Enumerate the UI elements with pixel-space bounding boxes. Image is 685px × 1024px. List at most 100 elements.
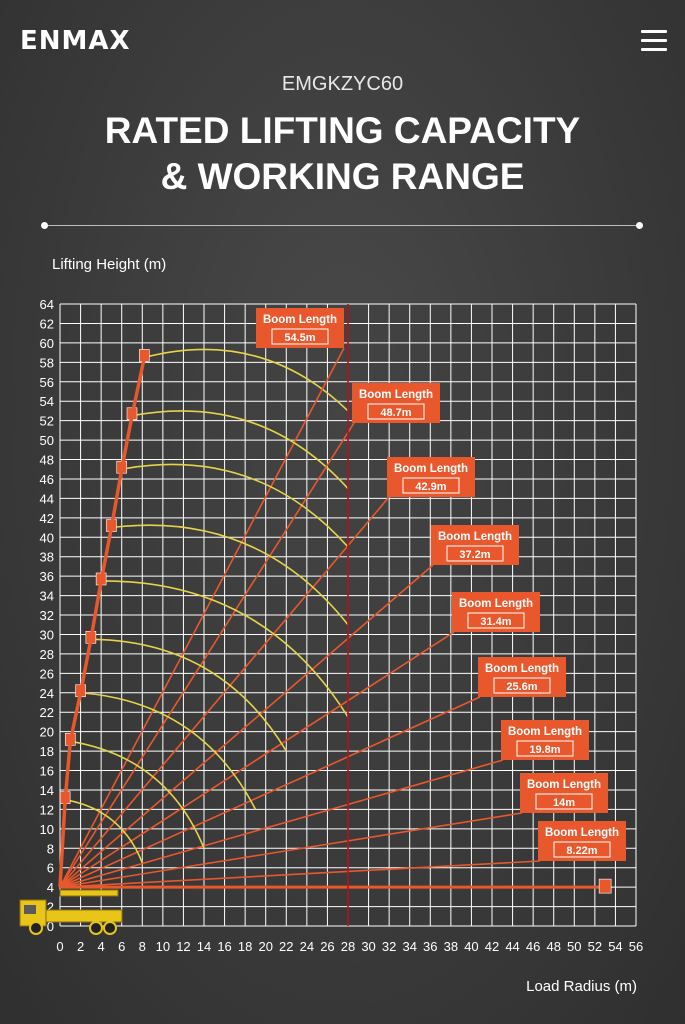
enmax-logo[interactable]: ENMAX <box>20 26 131 56</box>
radius-arc <box>131 410 349 490</box>
boom-length-box <box>367 403 425 420</box>
boom-line <box>59 759 504 888</box>
boom-callout <box>501 720 589 760</box>
y-tick-label: 52 <box>40 414 54 429</box>
y-tick-label: 34 <box>40 589 54 604</box>
boom-length-box <box>553 841 611 858</box>
x-tick-label: 42 <box>485 939 499 954</box>
x-tick-label: 8 <box>139 939 146 954</box>
x-tick-label: 40 <box>464 939 478 954</box>
boom-length-value: 54.5m <box>284 332 315 344</box>
x-tick-label: 20 <box>258 939 272 954</box>
y-tick-label: 44 <box>40 491 54 506</box>
page-title: RATED LIFTING CAPACITY & WORKING RANGE <box>0 108 685 200</box>
boom-length-box <box>535 793 593 810</box>
y-tick-label: 60 <box>40 336 54 351</box>
crane-truck-icon <box>19 889 123 935</box>
x-tick-label: 54 <box>608 939 622 954</box>
x-tick-label: 38 <box>444 939 458 954</box>
x-tick-label: 2 <box>77 939 84 954</box>
x-tick-label: 36 <box>423 939 437 954</box>
boom-length-box <box>271 328 329 345</box>
boom-callout-label: Boom Length <box>485 663 559 675</box>
boom-length-box <box>467 612 525 629</box>
boom-length-value: 8.22m <box>566 845 597 857</box>
y-tick-label: 50 <box>40 433 54 448</box>
radius-arc <box>90 638 287 752</box>
boom-line <box>59 422 355 888</box>
y-tick-label: 40 <box>40 530 54 545</box>
boom-length-box <box>516 740 574 757</box>
y-tick-label: 20 <box>40 725 54 740</box>
y-tick-label: 4 <box>47 880 54 895</box>
model-name: EMGKZYC60 <box>281 73 404 95</box>
y-tick-label: 0 <box>47 919 54 934</box>
y-tick-label: 14 <box>40 783 54 798</box>
boom-length-value: 19.8m <box>529 744 560 756</box>
boom-line <box>59 631 455 888</box>
radius-arc <box>111 524 349 626</box>
boom-length-value: 31.4m <box>480 616 511 628</box>
radius-arc <box>101 580 349 718</box>
boom-length-value: 37.2m <box>459 549 490 561</box>
boom-callout-label: Boom Length <box>459 598 533 610</box>
y-tick-label: 26 <box>40 666 54 681</box>
radius-arc <box>121 463 349 548</box>
x-tick-label: 6 <box>118 939 125 954</box>
boom-callout <box>387 457 475 497</box>
hamburger-menu-icon[interactable] <box>641 30 667 52</box>
radius-arc <box>80 691 257 810</box>
boom-callout <box>478 657 566 697</box>
boom-line <box>59 696 481 888</box>
boom-callout-label: Boom Length <box>359 389 433 401</box>
boom-line <box>59 347 345 888</box>
boom-callout-label: Boom Length <box>508 726 582 738</box>
y-tick-label: 32 <box>40 608 54 623</box>
x-tick-label: 4 <box>98 939 105 954</box>
x-tick-label: 24 <box>300 939 314 954</box>
y-tick-label: 54 <box>40 394 54 409</box>
title-line-1: RATED LIFTING CAPACITY <box>104 110 581 151</box>
boom-length-value: 25.6m <box>506 681 537 693</box>
y-tick-label: 2 <box>47 900 54 915</box>
boom-callout <box>352 383 440 423</box>
x-tick-label: 18 <box>238 939 252 954</box>
y-tick-label: 22 <box>40 705 54 720</box>
y-tick-label: 10 <box>40 822 54 837</box>
boom-length-box <box>446 545 504 562</box>
boom-line <box>59 564 434 888</box>
x-tick-label: 44 <box>505 939 519 954</box>
radius-arc <box>144 348 349 412</box>
y-tick-label: 48 <box>40 453 54 468</box>
boom-length-value: 14m <box>553 797 575 809</box>
radius-arc <box>70 740 205 849</box>
boom-callout <box>520 773 608 813</box>
working-range-chart: 0 2 4 6 8 10 12 14 16 18 20 22 24 26 28 30 32 34 36 38 40 42 4… <box>19 256 643 995</box>
horizontal-hook-marker <box>598 878 612 894</box>
boom-length-value: 48.7m <box>380 407 411 419</box>
y-tick-label: 62 <box>40 316 54 331</box>
x-axis-label: Load Radius (m) <box>526 978 637 995</box>
boom-callout <box>256 308 344 348</box>
y-tick-label: 18 <box>40 744 54 759</box>
y-tick-label: 8 <box>47 841 54 856</box>
boom-callout <box>452 592 540 632</box>
x-tick-label: 12 <box>176 939 190 954</box>
x-tick-label: 0 <box>56 939 63 954</box>
y-tick-label: 6 <box>47 861 54 876</box>
y-tick-label: 46 <box>40 472 54 487</box>
boom-length-value: 42.9m <box>415 481 446 493</box>
y-tick-label: 30 <box>40 627 54 642</box>
x-tick-label: 46 <box>526 939 540 954</box>
boom-callout <box>538 821 626 861</box>
x-tick-label: 14 <box>197 939 211 954</box>
x-tick-label: 16 <box>217 939 231 954</box>
boom-callout-label: Boom Length <box>527 779 601 791</box>
boom-line <box>59 812 523 888</box>
boom-callout-label: Boom Length <box>263 314 337 326</box>
boom-ladder <box>58 357 147 888</box>
boom-line <box>59 860 541 888</box>
x-tick-label: 56 <box>629 939 643 954</box>
boom-callout <box>431 525 519 565</box>
y-tick-label: 56 <box>40 375 54 390</box>
